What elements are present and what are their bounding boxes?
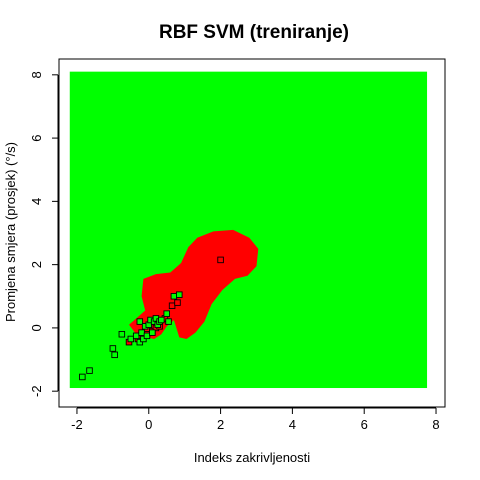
x-tick-label: -2 — [71, 417, 83, 432]
data-point — [163, 310, 170, 317]
data-point — [158, 316, 165, 324]
x-tick-label: 6 — [361, 417, 368, 432]
data-point — [132, 332, 140, 340]
y-axis: -2 0 2 4 6 8 — [29, 71, 59, 397]
chart-title: RBF SVM (treniranje) — [159, 22, 349, 43]
data-point — [111, 351, 118, 359]
data-point — [217, 256, 224, 264]
y-axis-label: Promjena smjera (prosjek) (°/s) — [3, 142, 18, 322]
y-tick-label: 4 — [29, 198, 44, 205]
data-point — [109, 345, 117, 352]
x-tick-label: 0 — [145, 417, 152, 432]
x-tick-label: 2 — [217, 417, 224, 432]
plot-frame — [58, 58, 446, 408]
data-point — [143, 332, 151, 340]
data-point — [127, 335, 135, 343]
data-point — [168, 302, 176, 310]
x-axis-label: Indeks zakrivljenosti — [194, 450, 310, 465]
data-point — [170, 293, 178, 300]
data-point — [79, 373, 86, 381]
data-point — [86, 367, 93, 374]
data-point — [165, 318, 172, 325]
x-tick-label: 8 — [432, 417, 439, 432]
y-tick-label: 6 — [29, 134, 44, 141]
data-point — [176, 291, 183, 298]
y-tick-label: -2 — [29, 385, 44, 397]
data-point — [149, 329, 156, 336]
data-point — [136, 318, 144, 325]
decision-region-red — [129, 229, 259, 339]
decision-region-green — [69, 71, 428, 389]
data-point — [174, 299, 181, 306]
y-tick-label: 8 — [29, 71, 44, 78]
y-tick-label: 0 — [29, 324, 44, 331]
data-point — [138, 329, 145, 336]
x-axis: -2 0 2 4 6 8 — [71, 407, 440, 432]
x-tick-label: 4 — [289, 417, 296, 432]
plot-area — [69, 71, 428, 389]
data-point — [118, 330, 126, 338]
y-tick-label: 2 — [29, 261, 44, 268]
